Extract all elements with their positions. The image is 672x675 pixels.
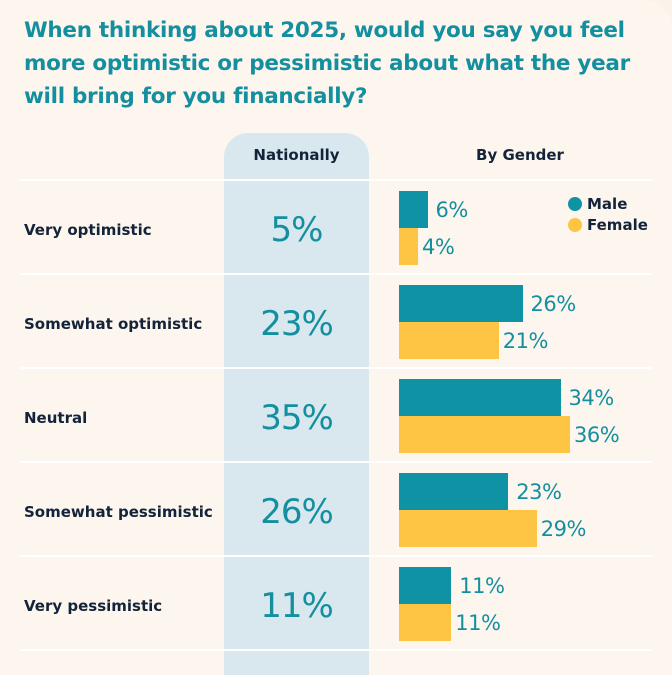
male-value: 11% (459, 574, 505, 598)
national-value: 35% (260, 398, 334, 438)
national-value: 5% (270, 210, 324, 250)
female-bar (399, 228, 418, 265)
row-separator (20, 461, 652, 463)
national-value: 26% (260, 492, 334, 532)
female-bar (399, 416, 570, 453)
male-bar (399, 285, 523, 322)
national-value: 11% (260, 586, 334, 626)
legend-male-label: Male (587, 195, 628, 213)
male-bar (399, 473, 509, 510)
female-value: 29% (540, 517, 587, 541)
legend-male: Male (568, 195, 627, 213)
male-value: 23% (516, 480, 562, 504)
header-nationally: Nationally (253, 146, 340, 164)
female-value: 36% (574, 423, 620, 447)
male-value: 6% (435, 198, 469, 222)
row-separator (20, 367, 652, 369)
male-value: 34% (568, 386, 615, 410)
row-label: Very pessimistic (24, 597, 163, 615)
national-value: 23% (260, 304, 334, 344)
row-separator (20, 555, 652, 557)
row-separator (20, 179, 652, 181)
female-bar (399, 510, 537, 547)
female-bar (399, 604, 452, 641)
chart-title: When thinking about 2025, would you say … (24, 18, 630, 109)
male-bar (399, 567, 452, 604)
male-bar (399, 191, 428, 228)
female-value: 11% (455, 611, 501, 635)
female-bar (399, 322, 499, 359)
row-label: Very optimistic (24, 221, 152, 239)
row-label: Neutral (24, 409, 88, 427)
male-value: 26% (530, 292, 577, 316)
header-by-gender: By Gender (476, 146, 564, 164)
legend-female-label: Female (587, 216, 648, 234)
legend-male-swatch (568, 197, 582, 211)
row-separator (20, 649, 652, 651)
legend-female: Female (568, 216, 648, 234)
row-label: Somewhat optimistic (24, 315, 203, 333)
female-value: 4% (422, 235, 455, 259)
female-value: 21% (502, 329, 549, 353)
national-column-background (224, 133, 369, 675)
male-bar (399, 379, 561, 416)
legend-female-swatch (568, 218, 582, 232)
row-separator (20, 273, 652, 275)
row-label: Somewhat pessimistic (24, 503, 213, 521)
